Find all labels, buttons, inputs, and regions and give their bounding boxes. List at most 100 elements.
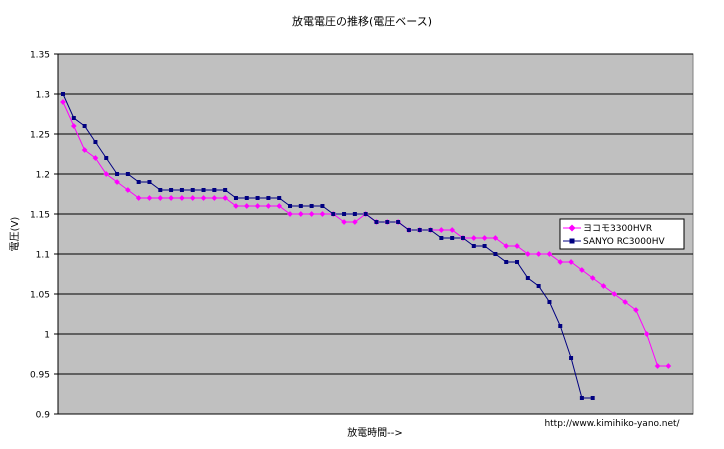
y-tick-label: 1.25 [30,131,50,141]
series-1-point [298,204,303,208]
series-0-point [589,275,596,281]
series-1-point [255,196,260,200]
series-0-point [200,195,207,201]
series-0-point [146,195,153,201]
series-0-point [297,211,304,217]
series-1-point [558,324,563,328]
series-0-point [503,243,510,249]
series-0-point [535,251,542,257]
legend-swatch-marker-sanyo [569,238,575,244]
y-tick-label: 0.9 [36,411,51,421]
series-1-point [266,196,271,200]
series-0-point [211,195,218,201]
y-tick-label: 1 [44,331,50,341]
series-1-point [396,220,401,224]
series-0-point [81,147,88,153]
series-1-point [288,204,293,208]
series-1-point [147,180,152,184]
series-1-point [61,92,65,96]
series-0-point [276,203,283,209]
series-1-point [331,212,336,216]
y-tick-label: 1.05 [30,291,50,301]
y-tick-label: 0.95 [30,371,50,381]
series-0-point [352,219,358,225]
series-1-point [136,180,141,184]
series-0-point [654,363,661,369]
series-0-point [125,187,131,193]
series-1-point [223,188,228,192]
series-1-point [169,188,174,192]
legend-label-sanyo: SANYO RC3000HV [583,237,665,247]
series-0-point [600,283,607,289]
series-1-point [482,244,487,248]
series-1-point [536,284,541,288]
series-1-point [309,204,314,208]
series-0-point [168,195,174,201]
y-axis-ticks: 1.35 1.3 1.25 1.2 1.15 1.1 1.05 1 0.95 0.9 [30,51,58,421]
series-0-point [233,203,239,209]
series-1-point [320,204,325,208]
series-1-point [201,188,206,192]
y-tick-label: 1.35 [30,51,50,61]
series-1-point [212,188,217,192]
series-1-point [71,116,76,120]
chart-title: 放電電圧の推移(電圧ベース) [292,14,432,28]
legend: ヨコモ3300HVR SANYO RC3000HV [559,218,685,250]
series-0-point [546,251,553,257]
series-1-point [244,196,249,200]
series-0-point [611,291,618,297]
legend-box [559,218,685,250]
series-1-point [439,236,444,240]
series-1-point [385,220,390,224]
series-0-point [492,235,499,241]
grid [58,53,693,415]
series-0-point [579,267,585,273]
series-1-point [450,236,455,240]
y-tick-label: 1.3 [36,91,50,101]
series-0-point [481,235,488,241]
series-1-point [493,252,498,256]
series-1-point [158,188,163,192]
series-1-point [115,172,120,176]
credit-url: http://www.kimihiko-yano.net/ [544,419,680,429]
y-axis-label: 電圧(V) [9,217,21,252]
series-0-point [114,179,120,185]
series-1-point [547,300,552,304]
series-1-point [471,244,476,248]
series-0-point [557,259,564,265]
series-1-point [590,396,595,400]
series-0-point [308,211,315,217]
series-1-point [93,140,98,144]
series-1-point [342,212,347,216]
series-0-point [643,331,650,337]
series-0-point [135,195,142,201]
series-1-point [504,260,509,264]
series-1-point [579,396,584,400]
series-1-point [179,188,184,192]
series-1-point [525,276,530,280]
series-0-point [189,195,196,201]
series-0-point [265,203,272,209]
series-0-point [438,227,445,233]
series-0-point [287,211,293,217]
series-0-point [470,235,477,241]
series-1-point [374,220,379,224]
series-0-point [633,307,639,313]
series-0-point [103,171,110,177]
series-1-point [406,228,411,232]
series-0-point [514,243,520,249]
legend-label-yokomo: ヨコモ3300HVR [583,224,652,234]
series-1-point [363,212,368,216]
series-0-point [243,203,250,209]
series-markers [60,92,672,400]
series-0-point [92,155,99,161]
series-0-point [222,195,228,201]
series-1-point [352,212,357,216]
series-0-point [319,211,326,217]
series-1-point [104,156,109,160]
y-tick-label: 1.15 [30,211,50,221]
series-1-point [569,356,574,360]
series-0-point [568,259,574,265]
series-1-point [428,228,433,232]
